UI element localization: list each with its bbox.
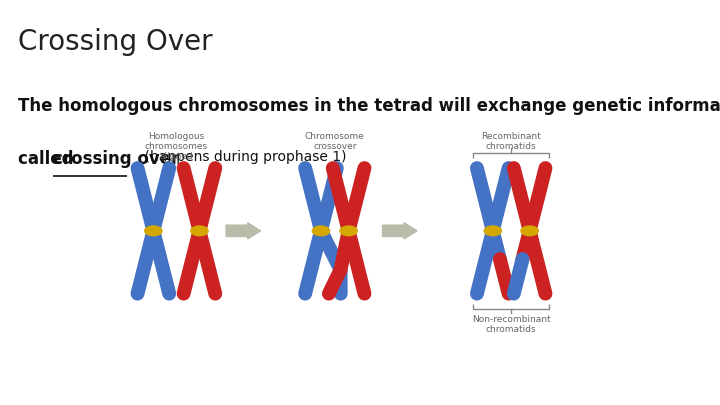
Circle shape (312, 226, 330, 236)
Text: Recombinant
chromatids: Recombinant chromatids (482, 132, 541, 151)
Text: Crossing Over: Crossing Over (18, 28, 212, 56)
Circle shape (191, 226, 208, 236)
Circle shape (484, 226, 501, 236)
Circle shape (340, 226, 357, 236)
Text: Non-recombinant
chromatids: Non-recombinant chromatids (472, 315, 551, 334)
Text: Chromosome
crossover: Chromosome crossover (305, 132, 364, 151)
Text: crossing over: crossing over (53, 150, 179, 168)
Text: called: called (18, 150, 79, 168)
Text: The homologous chromosomes in the tetrad will exchange genetic information: The homologous chromosomes in the tetrad… (18, 97, 720, 115)
Circle shape (145, 226, 162, 236)
Text: Homologous
chromosomes
aligned: Homologous chromosomes aligned (145, 132, 208, 162)
FancyArrow shape (226, 223, 261, 239)
Circle shape (521, 226, 539, 236)
FancyArrow shape (382, 223, 417, 239)
Text: .   (happens during prophase 1): . (happens during prophase 1) (127, 150, 347, 164)
